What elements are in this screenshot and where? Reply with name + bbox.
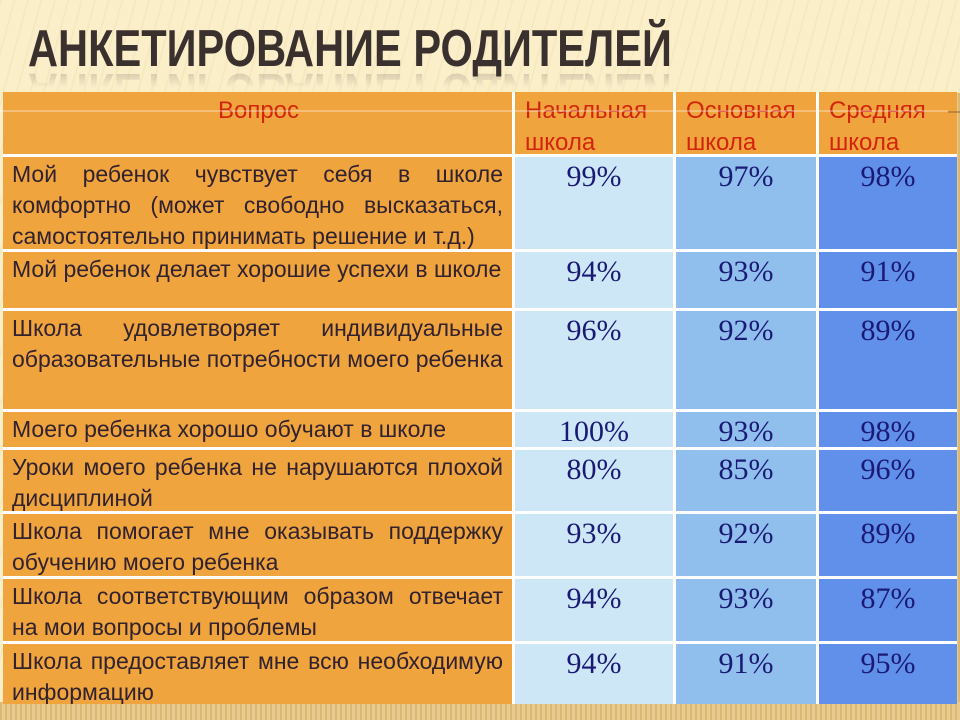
bottom-edge-stripe-decoration (0, 702, 960, 720)
question-cell: Мой ребенок делает хорошие успехи в школ… (3, 252, 512, 308)
value-cell: 93% (676, 579, 816, 641)
value-cell: 87% (819, 579, 957, 641)
value-cell: 96% (515, 311, 673, 409)
value-cell: 92% (676, 514, 816, 576)
value-cell: 89% (819, 514, 957, 576)
question-cell: Школа удовлетворяет индивидуальные образ… (3, 311, 512, 409)
value-cell: 89% (819, 311, 957, 409)
value-cell: 96% (819, 450, 957, 511)
question-cell: Моего ребенка хорошо обучают в школе (3, 412, 512, 447)
slide-title: АНКЕТИРОВАНИЕ РОДИТЕЛЕЙ (28, 20, 672, 78)
value-cell: 94% (515, 579, 673, 641)
question-cell: Школа соответствующим образом отвечает н… (3, 579, 512, 641)
value-cell: 91% (819, 252, 957, 308)
question-cell: Школа предоставляет мне всю необходимую … (3, 644, 512, 704)
value-cell: 100% (515, 412, 673, 447)
value-cell: 93% (676, 412, 816, 447)
value-cell: 95% (819, 644, 957, 704)
value-cell: 94% (515, 644, 673, 704)
parent-survey-table: Вопрос Начальная школа Основная школа Средн… (3, 92, 957, 704)
question-cell: Школа помогает мне оказывать поддержку о… (3, 514, 512, 576)
value-cell: 92% (676, 311, 816, 409)
value-cell: 80% (515, 450, 673, 511)
value-cell: 93% (676, 252, 816, 308)
header-cell-question: Вопрос (3, 92, 512, 154)
value-cell: 99% (515, 157, 673, 249)
value-cell: 98% (819, 157, 957, 249)
header-cell-school-3: Средняя школа (819, 92, 957, 154)
value-cell: 98% (819, 412, 957, 447)
value-cell: 85% (676, 450, 816, 511)
value-cell: 91% (676, 644, 816, 704)
header-cell-school-1: Начальная школа (515, 92, 673, 154)
title-underline-rule-right (948, 111, 960, 113)
value-cell: 97% (676, 157, 816, 249)
question-cell: Уроки моего ребенка не нарушаются плохой… (3, 450, 512, 511)
value-cell: 93% (515, 514, 673, 576)
value-cell: 94% (515, 252, 673, 308)
header-cell-school-2: Основная школа (676, 92, 816, 154)
question-cell: Мой ребенок чувствует себя в школе комфо… (3, 157, 512, 249)
